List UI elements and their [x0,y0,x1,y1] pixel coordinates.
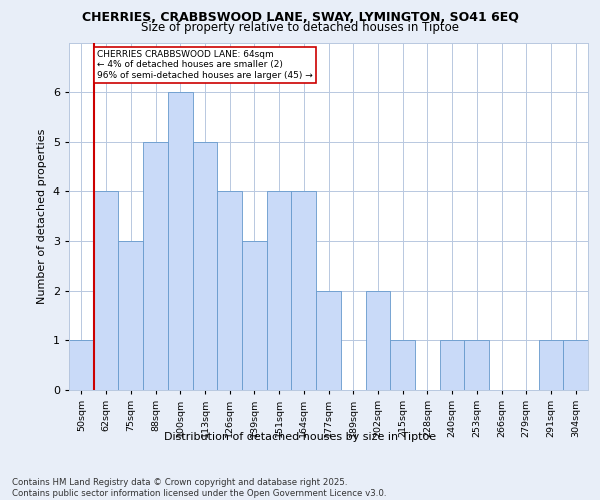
Bar [440,340,464,390]
Bar [365,290,390,390]
Y-axis label: Number of detached properties: Number of detached properties [37,128,47,304]
Text: Size of property relative to detached houses in Tiptoe: Size of property relative to detached ho… [141,22,459,35]
Text: CHERRIES CRABBSWOOD LANE: 64sqm
← 4% of detached houses are smaller (2)
96% of s: CHERRIES CRABBSWOOD LANE: 64sqm ← 4% of … [97,50,313,80]
Bar [94,192,118,390]
Text: Distribution of detached houses by size in Tiptoe: Distribution of detached houses by size … [164,432,436,442]
Bar [267,192,292,390]
Text: Contains HM Land Registry data © Crown copyright and database right 2025.
Contai: Contains HM Land Registry data © Crown c… [12,478,386,498]
Bar [390,340,415,390]
Bar [563,340,588,390]
Bar [143,142,168,390]
Bar [217,192,242,390]
Bar [118,241,143,390]
Bar [168,92,193,390]
Bar [292,192,316,390]
Bar [193,142,217,390]
Bar [464,340,489,390]
Text: CHERRIES, CRABBSWOOD LANE, SWAY, LYMINGTON, SO41 6EQ: CHERRIES, CRABBSWOOD LANE, SWAY, LYMINGT… [82,11,518,24]
Bar [539,340,563,390]
Bar [69,340,94,390]
Bar [316,290,341,390]
Bar [242,241,267,390]
